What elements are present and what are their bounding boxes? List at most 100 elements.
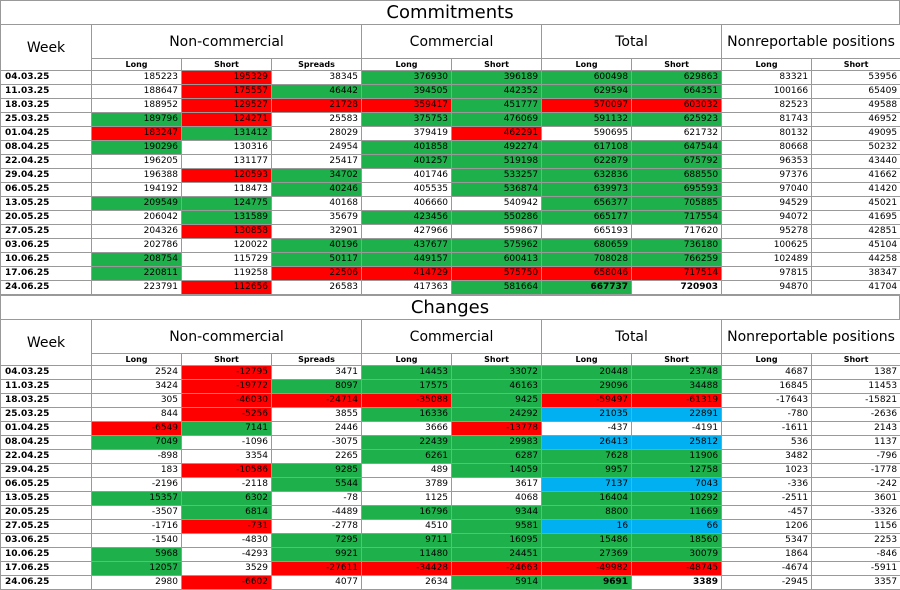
total-short-cell: 647544 bbox=[632, 141, 722, 155]
nonreportable-long-cell: 4687 bbox=[722, 366, 812, 380]
total-long-cell: 591132 bbox=[542, 113, 632, 127]
total-short-cell: 34488 bbox=[632, 380, 722, 394]
commercial-long-cell: 401858 bbox=[362, 141, 452, 155]
week-cell: 08.04.25 bbox=[1, 436, 92, 450]
noncommercial-short-cell: 118473 bbox=[182, 183, 272, 197]
commercial-long-cell: 427966 bbox=[362, 225, 452, 239]
commercial-long-cell: 376930 bbox=[362, 71, 452, 85]
noncommercial-short-cell: 195329 bbox=[182, 71, 272, 85]
noncommercial-short-cell: 131412 bbox=[182, 127, 272, 141]
nonreportable-short-cell: 1137 bbox=[812, 436, 900, 450]
commercial-long-cell: 3789 bbox=[362, 478, 452, 492]
week-cell: 29.04.25 bbox=[1, 464, 92, 478]
total-short-cell: 621732 bbox=[632, 127, 722, 141]
commercial-header: Commercial bbox=[362, 320, 542, 354]
week-cell: 17.06.25 bbox=[1, 267, 92, 281]
noncommercial-long-cell: 3424 bbox=[92, 380, 182, 394]
nonreportable-short-cell: 49095 bbox=[812, 127, 900, 141]
week-cell: 27.05.25 bbox=[1, 520, 92, 534]
commercial-short-cell: 575750 bbox=[452, 267, 542, 281]
noncommercial-long-cell: 7049 bbox=[92, 436, 182, 450]
total-short-cell: 18560 bbox=[632, 534, 722, 548]
commercial-long-cell: 401746 bbox=[362, 169, 452, 183]
spreads-cell: 5544 bbox=[272, 478, 362, 492]
nonreportable-long-cell: 97040 bbox=[722, 183, 812, 197]
total-short-cell: 688550 bbox=[632, 169, 722, 183]
total-long-cell: 600498 bbox=[542, 71, 632, 85]
total-long-cell: 29096 bbox=[542, 380, 632, 394]
total-long-cell: 708028 bbox=[542, 253, 632, 267]
total-short-cell: -48745 bbox=[632, 562, 722, 576]
commercial-short-cell: 33072 bbox=[452, 366, 542, 380]
noncommercial-long-cell: 189796 bbox=[92, 113, 182, 127]
nonreportable-long-cell: -2945 bbox=[722, 576, 812, 590]
nonreportable-long-cell: -780 bbox=[722, 408, 812, 422]
week-cell: 10.06.25 bbox=[1, 253, 92, 267]
nonreportable-short-cell: -3326 bbox=[812, 506, 900, 520]
week-cell: 25.03.25 bbox=[1, 113, 92, 127]
col-long: Long bbox=[92, 59, 182, 71]
nonreportable-short-cell: 41662 bbox=[812, 169, 900, 183]
commercial-short-cell: 476069 bbox=[452, 113, 542, 127]
total-short-cell: 766259 bbox=[632, 253, 722, 267]
noncommercial-short-cell: -5256 bbox=[182, 408, 272, 422]
total-long-cell: 639973 bbox=[542, 183, 632, 197]
commercial-short-cell: 540942 bbox=[452, 197, 542, 211]
col-spreads: Spreads bbox=[272, 354, 362, 366]
noncommercial-short-cell: -4830 bbox=[182, 534, 272, 548]
nonreportable-short-cell: 45021 bbox=[812, 197, 900, 211]
noncommercial-long-cell: 185223 bbox=[92, 71, 182, 85]
nonreportable-long-cell: 97376 bbox=[722, 169, 812, 183]
noncommercial-short-cell: 3529 bbox=[182, 562, 272, 576]
total-long-cell: 622879 bbox=[542, 155, 632, 169]
commercial-short-cell: 16095 bbox=[452, 534, 542, 548]
nonreportable-long-cell: 80668 bbox=[722, 141, 812, 155]
commercial-long-cell: 3666 bbox=[362, 422, 452, 436]
noncommercial-long-cell: 223791 bbox=[92, 281, 182, 295]
noncommercial-short-cell: 120593 bbox=[182, 169, 272, 183]
commercial-long-cell: 437677 bbox=[362, 239, 452, 253]
spreads-cell: 2446 bbox=[272, 422, 362, 436]
commercial-long-cell: 22439 bbox=[362, 436, 452, 450]
spreads-cell: 35679 bbox=[272, 211, 362, 225]
cot-report: Commitments Week Non-commercial Commerci… bbox=[0, 0, 900, 566]
noncommercial-short-cell: -1096 bbox=[182, 436, 272, 450]
commercial-short-cell: 24451 bbox=[452, 548, 542, 562]
noncommercial-long-cell: 305 bbox=[92, 394, 182, 408]
noncommercial-short-cell: -10586 bbox=[182, 464, 272, 478]
commercial-long-cell: 2634 bbox=[362, 576, 452, 590]
spreads-cell: 2265 bbox=[272, 450, 362, 464]
nonreportable-short-cell: 41420 bbox=[812, 183, 900, 197]
commercial-long-cell: 379419 bbox=[362, 127, 452, 141]
commercial-long-cell: 14453 bbox=[362, 366, 452, 380]
commercial-short-cell: 396189 bbox=[452, 71, 542, 85]
week-header: Week bbox=[1, 320, 92, 366]
total-long-cell: 656377 bbox=[542, 197, 632, 211]
noncommercial-short-cell: -6602 bbox=[182, 576, 272, 590]
nonreportable-short-cell: 11453 bbox=[812, 380, 900, 394]
noncommercial-long-cell: 2980 bbox=[92, 576, 182, 590]
nonreportable-short-cell: 2143 bbox=[812, 422, 900, 436]
commercial-short-cell: 451777 bbox=[452, 99, 542, 113]
col-short: Short bbox=[452, 354, 542, 366]
total-short-cell: 736180 bbox=[632, 239, 722, 253]
noncommercial-long-cell: 190296 bbox=[92, 141, 182, 155]
commercial-long-cell: -35088 bbox=[362, 394, 452, 408]
week-cell: 24.06.25 bbox=[1, 576, 92, 590]
noncommercial-short-cell: 3354 bbox=[182, 450, 272, 464]
commercial-short-cell: -24663 bbox=[452, 562, 542, 576]
total-long-cell: 16404 bbox=[542, 492, 632, 506]
spreads-cell: 3471 bbox=[272, 366, 362, 380]
week-cell: 11.03.25 bbox=[1, 380, 92, 394]
week-cell: 06.05.25 bbox=[1, 478, 92, 492]
noncommercial-long-cell: -1716 bbox=[92, 520, 182, 534]
noncommercial-long-cell: -3507 bbox=[92, 506, 182, 520]
commercial-short-cell: 575962 bbox=[452, 239, 542, 253]
